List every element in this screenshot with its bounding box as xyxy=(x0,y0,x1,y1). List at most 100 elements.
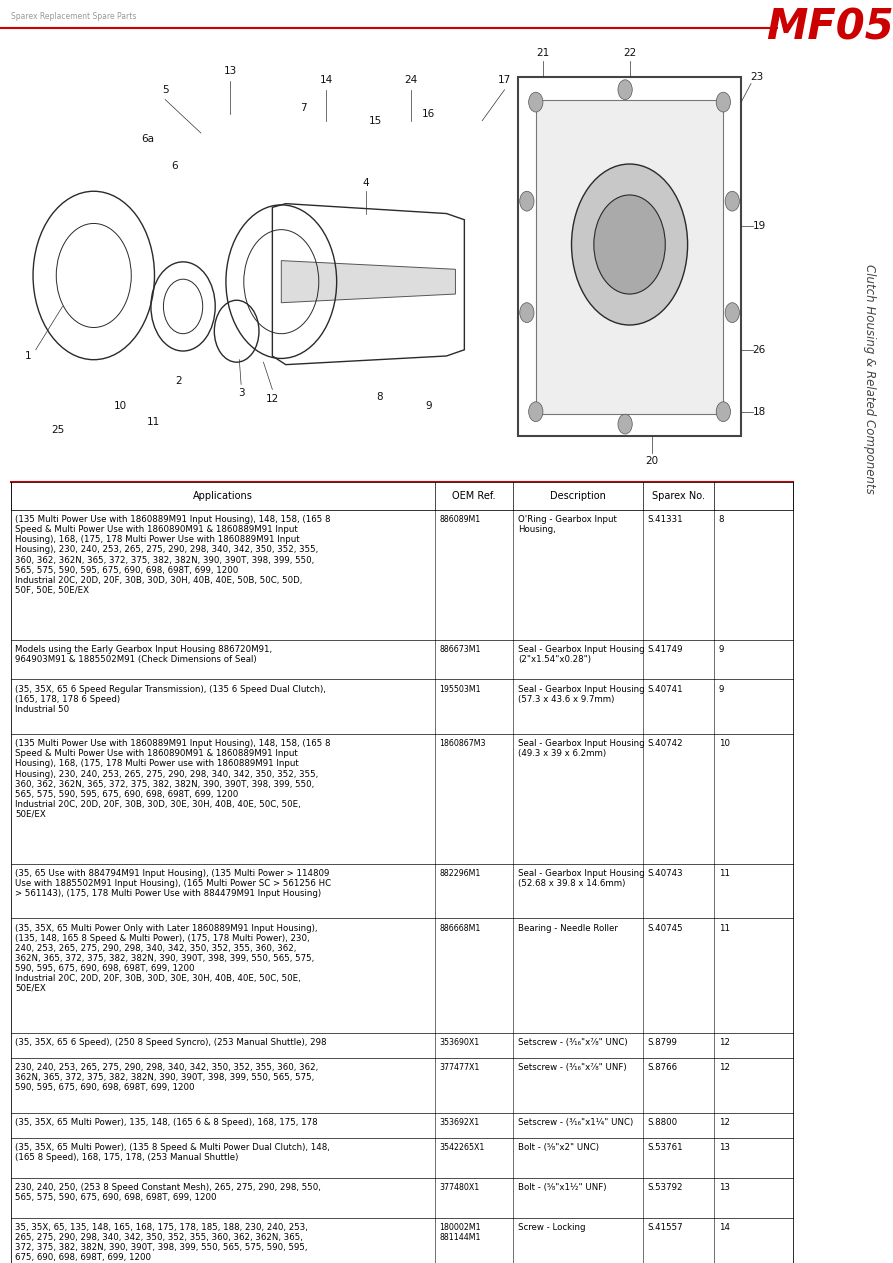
Text: 6: 6 xyxy=(171,162,178,172)
Text: S.41749: S.41749 xyxy=(647,644,683,654)
Text: S.8800: S.8800 xyxy=(647,1118,678,1127)
Text: 6a: 6a xyxy=(141,134,154,144)
Text: S.53761: S.53761 xyxy=(647,1143,683,1152)
Text: 35, 35X, 65, 135, 148, 165, 168, 175, 178, 185, 188, 230, 240, 253,
265, 275, 29: 35, 35X, 65, 135, 148, 165, 168, 175, 17… xyxy=(15,1223,318,1263)
Text: 10: 10 xyxy=(719,739,730,749)
Text: 4: 4 xyxy=(363,178,370,188)
Polygon shape xyxy=(281,260,455,303)
Bar xyxy=(11,679,793,734)
Bar xyxy=(11,734,793,864)
Text: 886673M1: 886673M1 xyxy=(439,644,480,654)
Text: 21: 21 xyxy=(537,48,549,58)
Text: 10: 10 xyxy=(114,400,127,410)
Text: (35, 65 Use with 884794M91 Input Housing), (135 Multi Power > 114809
Use with 18: (35, 65 Use with 884794M91 Input Housing… xyxy=(15,869,331,898)
Circle shape xyxy=(716,92,730,112)
Text: S.41331: S.41331 xyxy=(647,515,683,524)
Text: 3542265X1: 3542265X1 xyxy=(439,1143,485,1152)
Text: 1: 1 xyxy=(25,351,32,361)
Text: 19: 19 xyxy=(753,221,765,231)
Text: 230, 240, 253, 265, 275, 290, 298, 340, 342, 350, 352, 355, 360, 362,
362N, 365,: 230, 240, 253, 265, 275, 290, 298, 340, … xyxy=(15,1063,319,1092)
Bar xyxy=(11,482,793,510)
Text: 9: 9 xyxy=(425,400,432,410)
Text: 24: 24 xyxy=(405,75,417,85)
Text: 886668M1: 886668M1 xyxy=(439,923,480,932)
Text: 14: 14 xyxy=(320,75,332,85)
Text: 23: 23 xyxy=(751,72,764,82)
Text: Seal - Gearbox Input Housing
(57.3 x 43.6 x 9.7mm): Seal - Gearbox Input Housing (57.3 x 43.… xyxy=(518,685,645,703)
Text: (35, 35X, 65 Multi Power), 135, 148, (165 6 & 8 Speed), 168, 175, 178: (35, 35X, 65 Multi Power), 135, 148, (16… xyxy=(15,1118,318,1127)
Text: 1860867M3: 1860867M3 xyxy=(439,739,486,749)
Text: S.41557: S.41557 xyxy=(647,1223,683,1231)
Text: Description: Description xyxy=(550,491,606,501)
Text: S.40743: S.40743 xyxy=(647,869,683,878)
Circle shape xyxy=(594,195,665,294)
Text: (35, 35X, 65 Multi Power), (135 8 Speed & Multi Power Dual Clutch), 148,
(165 8 : (35, 35X, 65 Multi Power), (135 8 Speed … xyxy=(15,1143,330,1162)
Text: (135 Multi Power Use with 1860889M91 Input Housing), 148, 158, (165 8
Speed & Mu: (135 Multi Power Use with 1860889M91 Inp… xyxy=(15,739,330,818)
Circle shape xyxy=(716,402,730,422)
Bar xyxy=(11,1218,793,1263)
Text: S.40742: S.40742 xyxy=(647,739,683,749)
Circle shape xyxy=(529,92,543,112)
Text: 11: 11 xyxy=(719,869,730,878)
Text: Setscrew - (³⁄₁₆"x⁷⁄₈" UNC): Setscrew - (³⁄₁₆"x⁷⁄₈" UNC) xyxy=(518,1038,628,1047)
Bar xyxy=(11,639,793,679)
Circle shape xyxy=(520,191,534,211)
Bar xyxy=(11,864,793,918)
Text: 882296M1: 882296M1 xyxy=(439,869,480,878)
Text: 13: 13 xyxy=(224,66,237,76)
Text: 12: 12 xyxy=(719,1063,730,1072)
Text: Setscrew - (³⁄₁₆"x1¹⁄₄" UNC): Setscrew - (³⁄₁₆"x1¹⁄₄" UNC) xyxy=(518,1118,633,1127)
Text: (35, 35X, 65 6 Speed), (250 8 Speed Syncro), (253 Manual Shuttle), 298: (35, 35X, 65 6 Speed), (250 8 Speed Sync… xyxy=(15,1038,327,1047)
Text: 5: 5 xyxy=(162,85,169,95)
Text: 17: 17 xyxy=(498,75,511,85)
Bar xyxy=(11,918,793,1033)
Text: S.8799: S.8799 xyxy=(647,1038,677,1047)
Text: S.53792: S.53792 xyxy=(647,1182,683,1192)
Text: 353692X1: 353692X1 xyxy=(439,1118,480,1127)
Text: 12: 12 xyxy=(719,1118,730,1127)
Text: 11: 11 xyxy=(719,923,730,932)
Text: 8: 8 xyxy=(719,515,724,524)
Text: 18: 18 xyxy=(753,407,765,417)
Text: Applications: Applications xyxy=(193,491,253,501)
Text: 353690X1: 353690X1 xyxy=(439,1038,480,1047)
Text: S.40745: S.40745 xyxy=(647,923,683,932)
Text: Clutch Housing & Related Components: Clutch Housing & Related Components xyxy=(864,264,876,494)
Text: S.8766: S.8766 xyxy=(647,1063,678,1072)
Text: 14: 14 xyxy=(719,1223,730,1231)
Text: (35, 35X, 65 6 Speed Regular Transmission), (135 6 Speed Dual Clutch),
(165, 178: (35, 35X, 65 6 Speed Regular Transmissio… xyxy=(15,685,326,714)
Text: 195503M1: 195503M1 xyxy=(439,685,481,693)
Text: 12: 12 xyxy=(266,394,279,404)
Text: 15: 15 xyxy=(369,116,381,126)
Text: 180002M1
881144M1: 180002M1 881144M1 xyxy=(439,1223,481,1242)
Text: 13: 13 xyxy=(719,1182,730,1192)
Text: Models using the Early Gearbox Input Housing 886720M91,
964903M91 & 1885502M91 (: Models using the Early Gearbox Input Hou… xyxy=(15,644,272,663)
Bar xyxy=(11,510,793,639)
Text: Sparex No.: Sparex No. xyxy=(652,491,705,501)
Circle shape xyxy=(725,191,739,211)
Bar xyxy=(11,1113,793,1138)
Text: Bolt - (⁵⁄₈"x2" UNC): Bolt - (⁵⁄₈"x2" UNC) xyxy=(518,1143,599,1152)
Text: 230, 240, 250, (253 8 Speed Constant Mesh), 265, 275, 290, 298, 550,
565, 575, 5: 230, 240, 250, (253 8 Speed Constant Mes… xyxy=(15,1182,321,1201)
Text: 12: 12 xyxy=(719,1038,730,1047)
Text: 2: 2 xyxy=(175,375,182,385)
Text: (35, 35X, 65 Multi Power Only with Later 1860889M91 Input Housing),
(135, 148, 1: (35, 35X, 65 Multi Power Only with Later… xyxy=(15,923,318,993)
Text: S.40741: S.40741 xyxy=(647,685,683,693)
Circle shape xyxy=(529,402,543,422)
Text: 886089M1: 886089M1 xyxy=(439,515,480,524)
Text: 8: 8 xyxy=(376,392,383,402)
Text: Bearing - Needle Roller: Bearing - Needle Roller xyxy=(518,923,618,932)
Text: Sparex Replacement Spare Parts: Sparex Replacement Spare Parts xyxy=(11,13,136,21)
Bar xyxy=(11,1033,793,1058)
Text: Seal - Gearbox Input Housing
(49.3 x 39 x 6.2mm): Seal - Gearbox Input Housing (49.3 x 39 … xyxy=(518,739,645,758)
Text: 9: 9 xyxy=(719,685,724,693)
Circle shape xyxy=(520,303,534,322)
Text: 25: 25 xyxy=(52,426,64,436)
Text: 7: 7 xyxy=(300,104,307,114)
Bar xyxy=(518,77,741,437)
Text: Bolt - (⁵⁄₈"x1¹⁄₂" UNF): Bolt - (⁵⁄₈"x1¹⁄₂" UNF) xyxy=(518,1182,606,1192)
Text: 13: 13 xyxy=(719,1143,730,1152)
Circle shape xyxy=(618,414,632,434)
Circle shape xyxy=(725,303,739,322)
Circle shape xyxy=(618,80,632,100)
